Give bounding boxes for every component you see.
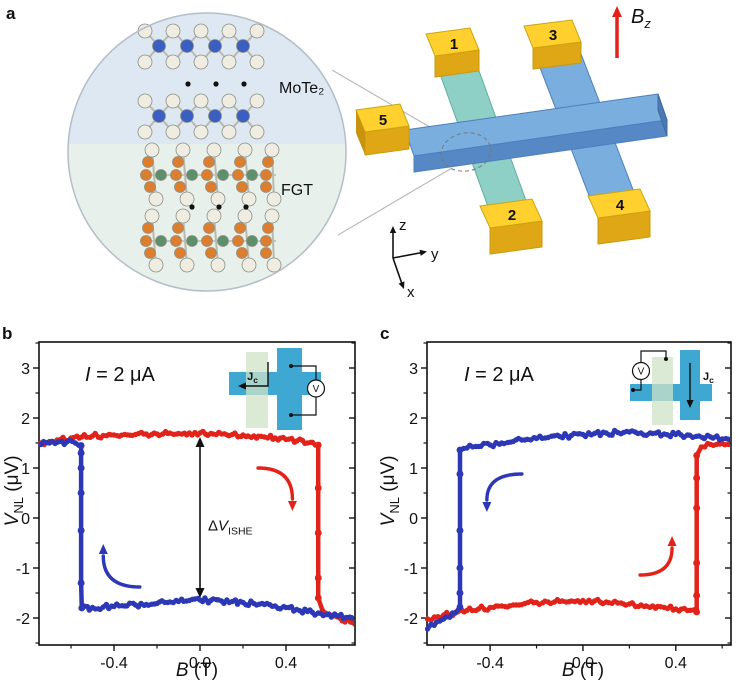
fgt-structure (140, 142, 282, 273)
chart-panel-b: -0.4 0.0 0.4 -2 -1 0 1 2 3 ΔVISHE Jc V (16, 341, 356, 672)
contact-2: 2 (479, 198, 543, 255)
svg-text:1: 1 (409, 461, 418, 478)
panel-a-label: a (6, 4, 16, 23)
x-axis-label-b: B (T) (175, 660, 219, 681)
material-label-mote2: MoTe₂ (279, 80, 325, 97)
current-label-b: I = 2 μA (85, 364, 155, 386)
svg-text:-2: -2 (16, 611, 30, 628)
svg-text:1: 1 (21, 461, 30, 478)
svg-text:5: 5 (379, 112, 387, 129)
sweep-arrow-0 (98, 544, 142, 589)
svg-text:-0.4: -0.4 (476, 655, 504, 672)
svg-text:x: x (407, 284, 415, 301)
delta-v-annotation: ΔVISHE (195, 437, 253, 598)
svg-text:z: z (399, 217, 407, 234)
field-arrow (612, 6, 622, 58)
sweep-arrow-0 (482, 472, 524, 512)
svg-text:V: V (313, 384, 320, 395)
svg-text:3: 3 (549, 27, 557, 44)
svg-text:2: 2 (508, 207, 516, 224)
svg-text:3: 3 (21, 361, 30, 378)
svg-text:ΔVISHE: ΔVISHE (208, 518, 253, 538)
panel-c-label: c (380, 324, 390, 343)
svg-text:Jc: Jc (247, 371, 258, 385)
mote2-structure (137, 23, 265, 140)
svg-text:1: 1 (450, 36, 458, 53)
series-sweep-up (425, 440, 730, 623)
svg-text:0: 0 (409, 511, 418, 528)
y-axis-label-b: VNL (μV) (2, 455, 26, 527)
svg-text:0.4: 0.4 (665, 655, 687, 672)
contact-4: 4 (587, 188, 651, 245)
y-axis-label-c: VNL (μV) (378, 455, 402, 527)
svg-text:4: 4 (616, 197, 625, 214)
svg-text:y: y (431, 246, 439, 263)
contact-1: 1 (425, 27, 480, 78)
chart-axes: -0.4 0.0 0.4 -2 -1 0 1 2 3 (16, 341, 356, 672)
contact-5: 5 (355, 103, 410, 156)
series-sweep-down (38, 437, 354, 622)
svg-text:0: 0 (21, 511, 30, 528)
sweep-arrow-1 (638, 536, 677, 577)
contact-3: 3 (523, 19, 582, 70)
svg-text:-1: -1 (16, 561, 30, 578)
material-label-fgt: FGT (281, 182, 313, 199)
panel-b-label: b (2, 324, 13, 343)
current-label-c: I = 2 μA (464, 364, 534, 386)
svg-text:0.0: 0.0 (189, 655, 211, 672)
device-schematic: 1 2 3 4 5 (355, 19, 668, 255)
svg-text:2: 2 (409, 411, 418, 428)
chart-axes: -0.4 0.0 0.4 -2 -1 0 1 2 3 (404, 341, 732, 672)
crystal-structure-inset (67, 12, 347, 292)
x-axis-label-c: B (T) (561, 660, 605, 681)
coordinate-axes: z y x (389, 217, 439, 301)
chart-panel-c: -0.4 0.0 0.4 -2 -1 0 1 2 3 Jc V (404, 341, 732, 672)
svg-text:-2: -2 (404, 611, 418, 628)
measurement-inset: Jc V (229, 348, 326, 430)
series-sweep-down (425, 427, 730, 632)
svg-text:Jc: Jc (703, 371, 714, 385)
sweep-arrow-1 (256, 466, 297, 511)
svg-text:-1: -1 (404, 561, 418, 578)
field-direction-label: Bz (631, 6, 651, 31)
svg-text:V: V (638, 367, 645, 378)
svg-text:0.4: 0.4 (275, 655, 297, 672)
svg-text:3: 3 (409, 361, 418, 378)
measurement-inset: Jc V (630, 350, 714, 425)
svg-text:2: 2 (21, 411, 30, 428)
svg-text:0.0: 0.0 (572, 655, 594, 672)
panel-a-illustration: 1 2 3 4 5 z y x (67, 6, 668, 301)
svg-text:-0.4: -0.4 (100, 655, 128, 672)
